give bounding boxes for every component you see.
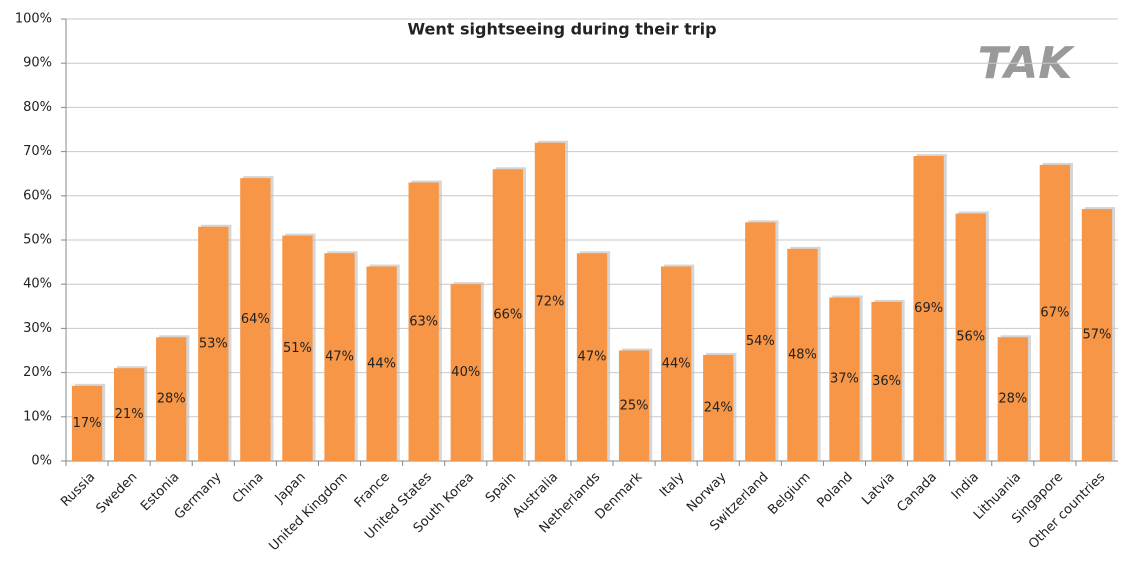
x-tick-label: Sweden xyxy=(93,470,140,517)
data-label: 69% xyxy=(914,301,943,316)
y-tick-label: 0% xyxy=(31,454,52,469)
data-label: 72% xyxy=(535,294,564,309)
x-tick-label: Japan xyxy=(272,470,309,507)
data-label: 64% xyxy=(241,312,270,327)
bar xyxy=(113,368,145,461)
bar xyxy=(156,337,187,461)
bar xyxy=(787,248,818,461)
data-label: 28% xyxy=(157,392,186,407)
data-label: 48% xyxy=(788,347,817,362)
bar xyxy=(1081,209,1113,461)
x-tick-label: France xyxy=(352,470,393,511)
data-label: 21% xyxy=(115,407,144,422)
data-label: 56% xyxy=(956,330,985,345)
data-label: 66% xyxy=(493,308,522,323)
bar xyxy=(71,385,103,461)
x-tick-label: China xyxy=(230,470,267,507)
data-label: 51% xyxy=(283,341,312,356)
x-tick-label: Denmark xyxy=(593,469,646,522)
data-label: 24% xyxy=(704,400,733,415)
chart-title: Went sightseeing during their trip xyxy=(407,20,716,39)
bar xyxy=(240,178,271,461)
bar xyxy=(576,253,608,461)
x-tick-label: United Kingdom xyxy=(266,470,350,554)
data-label: 44% xyxy=(367,356,396,371)
x-tick-label: Poland xyxy=(814,470,855,511)
bar xyxy=(450,284,481,461)
bar xyxy=(703,354,734,461)
y-tick-label: 50% xyxy=(23,233,52,248)
data-label: 47% xyxy=(578,350,607,365)
bar xyxy=(997,337,1028,461)
data-label: 63% xyxy=(409,314,438,329)
data-label: 54% xyxy=(746,334,775,349)
bar xyxy=(871,301,902,461)
bar xyxy=(955,213,986,461)
data-label: 17% xyxy=(73,416,102,431)
bar xyxy=(198,226,229,461)
x-tick-label: Russia xyxy=(58,470,98,510)
y-tick-label: 20% xyxy=(23,365,52,380)
y-tick-label: 60% xyxy=(23,188,52,203)
data-label: 37% xyxy=(830,372,859,387)
x-tick-label: Germany xyxy=(172,469,225,522)
bar xyxy=(408,182,439,462)
y-tick-label: 90% xyxy=(23,56,52,71)
x-tick-label: Belgium xyxy=(765,470,813,518)
y-tick-label: 40% xyxy=(23,277,52,292)
x-tick-label: Spain xyxy=(483,470,519,506)
data-label: 36% xyxy=(872,374,901,389)
bar xyxy=(618,350,650,461)
bar xyxy=(661,266,692,461)
bar xyxy=(534,142,566,461)
data-label: 40% xyxy=(451,365,480,380)
data-label: 28% xyxy=(998,392,1027,407)
y-tick-label: 100% xyxy=(15,12,52,27)
bar xyxy=(366,266,397,461)
x-tick-label: Latvia xyxy=(859,470,898,509)
x-tick-label: Italy xyxy=(657,469,688,500)
x-tick-label: Canada xyxy=(894,470,940,516)
data-label: 44% xyxy=(662,356,691,371)
y-tick-label: 80% xyxy=(23,100,52,115)
bar xyxy=(745,222,776,461)
bar xyxy=(829,297,860,461)
data-label: 57% xyxy=(1083,328,1112,343)
y-tick-label: 70% xyxy=(23,144,52,159)
data-label: 53% xyxy=(199,336,228,351)
bar xyxy=(324,253,355,461)
x-tick-label: India xyxy=(949,470,982,503)
bar xyxy=(913,156,944,461)
bar xyxy=(1039,164,1071,462)
bar xyxy=(282,235,313,461)
x-tick-label: Other countries xyxy=(1026,470,1109,553)
y-tick-label: 30% xyxy=(23,321,52,336)
data-label: 25% xyxy=(620,398,649,413)
y-tick-label: 10% xyxy=(23,409,52,424)
data-label: 67% xyxy=(1040,305,1069,320)
data-label: 47% xyxy=(325,350,354,365)
bar xyxy=(492,169,523,461)
